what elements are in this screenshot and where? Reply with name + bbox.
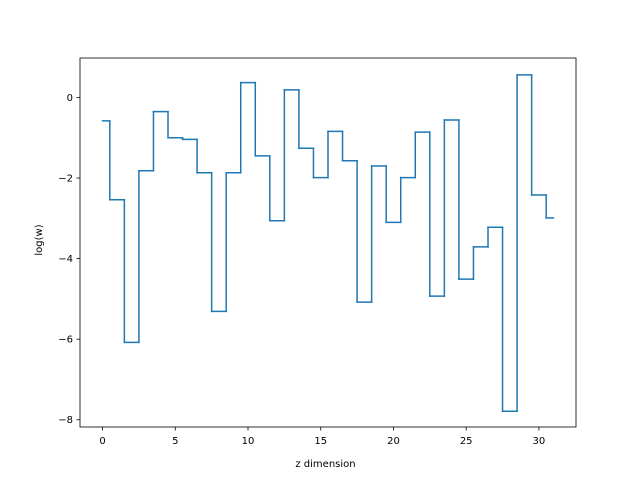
x-tick-label: 20 [387, 436, 400, 447]
axes: 0 5 10 15 20 25 30 0 −2 −4 −6 −8 [58, 57, 577, 447]
series-line [101, 74, 555, 413]
x-tick-label: 10 [242, 436, 255, 447]
y-tick-label: 0 [67, 93, 73, 104]
x-tick-label: 15 [314, 436, 327, 447]
x-tick-label: 25 [460, 436, 473, 447]
x-axis-label: z dimension [295, 459, 355, 470]
y-tick-label: −2 [58, 174, 73, 185]
plot-area [101, 74, 555, 413]
x-tick-label: 5 [172, 436, 178, 447]
y-tick-label: −4 [58, 254, 73, 265]
y-tick-label: −6 [58, 335, 73, 346]
y-tick-label: −8 [58, 415, 73, 426]
x-tick-label: 0 [99, 436, 105, 447]
x-tick-label: 30 [533, 436, 546, 447]
axes-frame [79, 57, 577, 428]
y-axis-label: log(w) [34, 224, 45, 255]
